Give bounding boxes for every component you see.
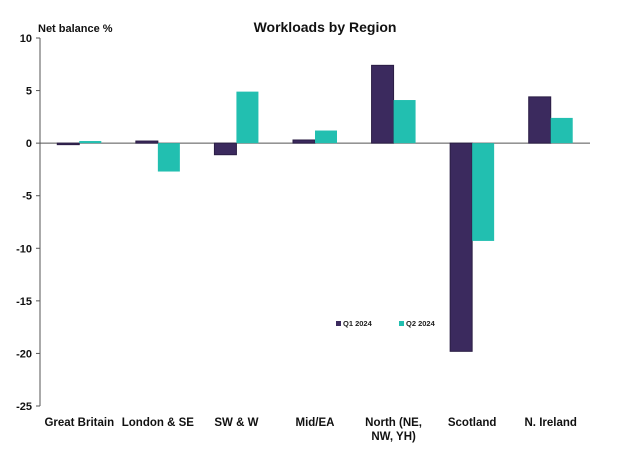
x-category-label: N. Ireland	[525, 417, 577, 429]
plot-area: 10 5 0 -5 -10 -15 -20 -25 Great Britain London & …	[16, 33, 590, 443]
bar-q1-2	[213, 142, 237, 156]
x-category-label-line: Mid/EA	[296, 417, 335, 429]
x-category-label: North (NE, NW, YH)	[365, 417, 422, 443]
bar-q1-0	[56, 142, 80, 146]
legend-swatch-1	[399, 321, 404, 326]
x-category-label-line: North (NE,	[365, 417, 422, 429]
legend-label-0: Q1 2024	[343, 319, 373, 328]
bar-q2-1	[157, 143, 180, 172]
x-category-label-line: NW, YH)	[371, 431, 416, 443]
bar-q2-6	[550, 117, 573, 144]
x-category-label: SW & W	[214, 417, 258, 429]
y-tick-label: -5	[22, 191, 32, 203]
y-tick-label: 0	[26, 138, 32, 150]
x-category-label-line: London & SE	[122, 417, 195, 429]
y-axis-label: Net balance %	[38, 23, 113, 35]
chart-title: Workloads by Region	[254, 19, 397, 35]
x-category-label: London & SE	[122, 417, 195, 429]
y-tick-label: -25	[16, 401, 32, 413]
bar-q2-2	[236, 91, 259, 144]
y-tick-label: 10	[20, 33, 32, 45]
legend-swatch-0	[336, 321, 341, 326]
x-category-label: Great Britain	[44, 417, 114, 429]
bar-q2-3	[315, 130, 337, 144]
x-category-label: Mid/EA	[296, 417, 335, 429]
bar-q2-5	[472, 143, 495, 241]
bar-q2-4	[393, 100, 416, 144]
x-category-label-line: Great Britain	[44, 417, 114, 429]
bar-q1-1	[135, 140, 159, 144]
x-category-label-line: N. Ireland	[525, 417, 577, 429]
bar-q1-6	[528, 96, 552, 144]
x-category-label: Scotland	[448, 417, 497, 429]
y-tick-label: 5	[26, 86, 32, 98]
x-category-label-line: SW & W	[214, 417, 258, 429]
x-category-label-line: Scotland	[448, 417, 497, 429]
y-tick-label: -15	[16, 296, 32, 308]
y-tick-label: -10	[16, 243, 32, 255]
bar-q1-5	[449, 142, 473, 352]
bar-q1-3	[292, 139, 316, 144]
bar-q1-4	[371, 64, 395, 144]
y-tick-label: -20	[16, 348, 32, 360]
legend-label-1: Q2 2024	[406, 319, 436, 328]
bar-q2-0	[79, 141, 102, 144]
